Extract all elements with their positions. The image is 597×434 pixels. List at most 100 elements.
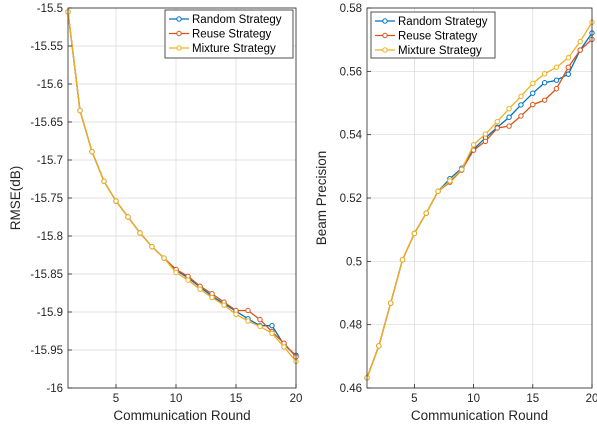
y-tick-label: -15.5 [37,3,63,15]
y-tick-label: -15.6 [37,79,63,91]
y-tick-label: 0.46 [340,383,362,395]
legend-marker-1 [382,32,388,39]
x-tick-label: 10 [170,393,183,405]
y-tick-label: -15.65 [30,117,63,129]
y-tick-label: -15.55 [30,41,63,53]
y-tick-label: 0.5 [346,256,362,268]
data-point [387,300,394,306]
legend-marker-2 [176,45,182,51]
data-point [221,302,227,308]
x-tick-label: 5 [113,393,119,405]
data-point [553,86,560,92]
data-point [197,286,203,292]
legend: Random Strategy Reuse Strategy Mixture Str… [370,11,496,59]
data-point [565,71,572,77]
legend: Random Strategy Reuse Strategy Mixture Str… [164,9,294,59]
x-axis-label: Communication Round [411,408,548,423]
y-tick-label: -16 [46,383,63,395]
x-tick-label: 15 [230,393,243,405]
x-tick-label: 15 [526,393,539,405]
data-point [518,93,524,100]
data-point [113,198,119,204]
y-axis-label: Beam Precision [314,151,329,246]
data-point [269,322,275,329]
x-tick-label: 5 [411,393,417,405]
data-point [518,113,524,119]
y-tick-label: -15.95 [30,345,63,357]
legend-marker-2 [382,47,388,53]
data-point [482,131,489,137]
y-tick-label: -15.9 [37,307,63,319]
data-point [77,107,83,114]
data-point [494,118,500,125]
data-point [447,178,453,184]
x-tick-label: 20 [586,393,597,405]
data-point [482,138,489,145]
data-point [541,97,548,103]
y-tick-label: -15.8 [37,231,63,243]
data-point [245,318,251,324]
y-tick-label: -15.7 [37,155,63,167]
data-point [470,142,477,148]
data-point [459,166,465,173]
data-point [506,114,512,120]
legend-label-1: Reuse Strategy [398,31,478,43]
y-tick-label: -15.75 [30,193,63,205]
y-tick-label: 0.52 [340,193,362,205]
data-point [89,148,95,155]
x-tick-label: 10 [467,393,480,405]
y-tick-label: 0.48 [340,320,362,332]
legend-marker-0 [382,18,388,24]
data-point [541,80,548,86]
data-point [506,123,512,129]
data-point [173,269,179,276]
data-point [577,38,583,45]
legend-marker-1 [176,30,182,37]
y-tick-label: 0.58 [340,3,362,15]
data-point [553,64,560,70]
data-point [530,80,536,87]
data-point [101,178,107,184]
data-point [435,188,441,195]
data-point [494,125,500,131]
data-point [541,71,548,77]
data-point [399,257,406,263]
y-axis-label: RMSE(dB) [8,166,23,231]
rmse-panel: 5 10 15 20 -16 -15.95 -15.9 -15.85 -15.8 -15.75 -1… [8,3,302,423]
legend-label-0: Random Strategy [192,14,282,26]
data-point [565,64,572,70]
data-point [530,90,536,96]
legend-label-2: Mixture Strategy [398,45,482,57]
data-point [530,101,536,108]
data-point [245,307,251,314]
data-point [411,230,418,237]
y-tick-label: 0.54 [340,130,363,142]
data-point [269,330,275,336]
data-point [506,106,512,112]
legend-marker-0 [176,16,182,22]
data-point [281,344,287,350]
data-point [149,243,155,250]
y-tick-label: -15.85 [30,269,63,281]
legend-label-1: Reuse Strategy [192,29,272,41]
data-point [125,214,131,220]
data-point [257,316,263,323]
x-tick-label: 20 [290,393,303,405]
legend-label-2: Mixture Strategy [192,43,276,55]
y-tick-label: 0.56 [340,66,362,78]
data-point [257,323,263,330]
data-point [376,343,382,349]
x-axis-label: Communication Round [113,408,250,423]
data-point [233,311,239,317]
data-point [577,47,583,53]
data-point [209,294,215,301]
data-point [518,102,524,108]
data-point [185,277,191,283]
data-point [423,210,429,216]
data-point [565,55,572,61]
data-point [161,255,167,261]
data-point [137,230,143,236]
beam-precision-panel: 5 10 15 20 0.46 0.48 0.5 0.52 0.54 0.56 0.58 Commun… [314,3,597,423]
legend-label-0: Random Strategy [398,16,488,28]
